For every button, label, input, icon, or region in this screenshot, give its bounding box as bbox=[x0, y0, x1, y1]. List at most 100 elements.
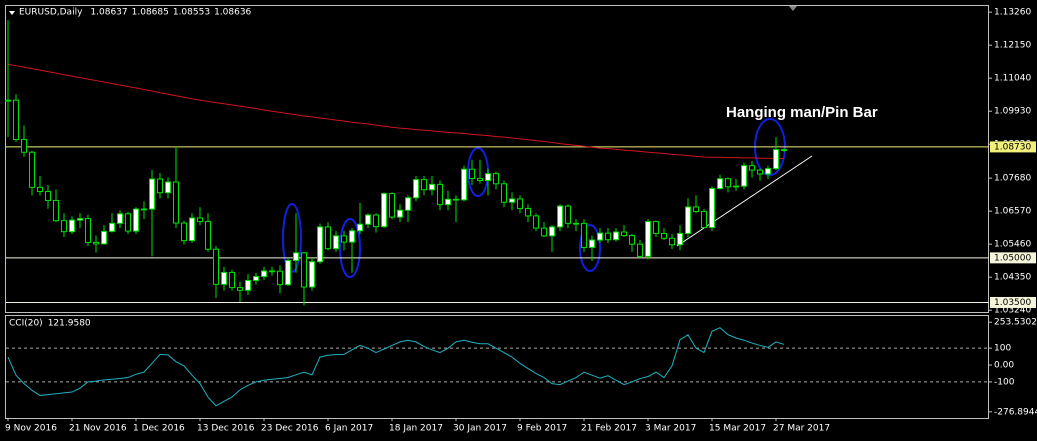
candle-body bbox=[701, 210, 707, 229]
x-tick-label: 9 Feb 2017 bbox=[517, 424, 567, 434]
candle-body bbox=[301, 252, 307, 288]
candle-body bbox=[373, 214, 379, 228]
candle-body bbox=[685, 206, 691, 234]
candle-body bbox=[133, 208, 139, 232]
candle-body bbox=[765, 168, 771, 175]
candle-body bbox=[629, 235, 635, 245]
candle-body bbox=[341, 235, 347, 243]
candle-body bbox=[773, 149, 779, 170]
y-tick-label: 100 bbox=[994, 344, 1011, 354]
candle-body bbox=[277, 270, 283, 286]
candle-body bbox=[725, 178, 731, 188]
candle-body bbox=[213, 248, 219, 285]
candle-body bbox=[69, 219, 75, 233]
candle-body bbox=[669, 237, 675, 246]
candle-body bbox=[85, 218, 91, 243]
candle-body bbox=[581, 222, 587, 248]
y-tick-label: 1.13260 bbox=[994, 8, 1031, 18]
candle-body bbox=[285, 260, 291, 286]
candle-body bbox=[229, 271, 235, 289]
candle-body bbox=[221, 271, 227, 285]
y-tick-label: 0.00 bbox=[994, 361, 1014, 371]
candle-body bbox=[189, 217, 195, 242]
x-tick-label: 3 Mar 2017 bbox=[645, 424, 696, 434]
y-tick-label: -276.8944 bbox=[994, 407, 1037, 417]
x-tick-label: 21 Feb 2017 bbox=[581, 424, 637, 434]
annotation: Hanging man/Pin Bar bbox=[726, 104, 878, 121]
x-tick-label: 23 Dec 2016 bbox=[261, 424, 319, 434]
candle-body bbox=[541, 227, 547, 237]
candle-body bbox=[237, 287, 243, 291]
candle-body bbox=[549, 226, 555, 237]
indicator-value: 121.9580 bbox=[48, 319, 91, 329]
candle-body bbox=[365, 214, 371, 225]
candle-body bbox=[389, 193, 395, 218]
candle-body bbox=[165, 181, 171, 194]
menu-arrow[interactable] bbox=[9, 11, 15, 15]
candle-body bbox=[781, 149, 787, 151]
candle-body bbox=[709, 188, 715, 229]
candle-body bbox=[597, 232, 603, 241]
candle-body bbox=[413, 179, 419, 199]
candle-body bbox=[557, 205, 563, 228]
candle-body bbox=[757, 169, 763, 175]
candle-body bbox=[261, 270, 267, 278]
chart-title: EURUSD,Daily bbox=[19, 8, 83, 18]
candle-body bbox=[573, 222, 579, 225]
candle-body bbox=[397, 209, 403, 218]
x-tick-label: 1 Dec 2016 bbox=[133, 424, 185, 434]
y-tick-label: -100 bbox=[994, 377, 1015, 387]
candle-body bbox=[429, 183, 435, 191]
candle-body bbox=[621, 231, 627, 237]
y-tick-label: 1.06570 bbox=[994, 207, 1031, 217]
candle-body bbox=[101, 230, 107, 245]
candle-body bbox=[485, 173, 491, 182]
candle-body bbox=[5, 99, 11, 102]
y-tick-label: 1.03240 bbox=[994, 306, 1031, 316]
moving-average bbox=[7, 63, 784, 159]
candle-body bbox=[13, 99, 19, 140]
candle-body bbox=[309, 261, 315, 288]
cci-line bbox=[7, 327, 785, 407]
candle-body bbox=[637, 243, 643, 257]
candle-body bbox=[149, 178, 155, 210]
candle-body bbox=[197, 217, 203, 223]
candle-body bbox=[53, 199, 59, 222]
candle-body bbox=[253, 276, 259, 281]
quote-value: 1.08553 bbox=[173, 8, 210, 18]
candle-body bbox=[141, 208, 147, 211]
candle-body bbox=[93, 241, 99, 245]
candle-body bbox=[461, 168, 467, 201]
indicator-title: CCI(20) bbox=[9, 319, 43, 329]
candle-body bbox=[117, 213, 123, 224]
candle-body bbox=[749, 165, 755, 171]
candle-body bbox=[469, 168, 475, 179]
ellipse bbox=[579, 224, 601, 272]
candle-body bbox=[21, 138, 27, 153]
candle-body bbox=[533, 215, 539, 229]
candle-body bbox=[29, 151, 35, 188]
candle-body bbox=[677, 232, 683, 246]
x-tick-label: 9 Nov 2016 bbox=[5, 424, 57, 434]
candle-body bbox=[645, 221, 651, 257]
candle-body bbox=[181, 222, 187, 242]
x-tick-label: 21 Nov 2016 bbox=[69, 424, 127, 434]
ellipse bbox=[339, 218, 361, 278]
candle-body bbox=[501, 183, 507, 203]
candle-body bbox=[293, 252, 299, 262]
candle-body bbox=[717, 178, 723, 190]
candle-body bbox=[741, 165, 747, 187]
y-tick-label: 1.09930 bbox=[994, 107, 1031, 117]
candle-body bbox=[421, 179, 427, 191]
x-tick-label: 30 Jan 2017 bbox=[453, 424, 507, 434]
x-tick-label: 27 Mar 2017 bbox=[773, 424, 830, 434]
level-label: 1.08730 bbox=[994, 142, 1031, 152]
y-tick-label: 1.11040 bbox=[994, 74, 1031, 84]
cci-panel bbox=[5, 315, 989, 419]
ellipse bbox=[282, 203, 302, 273]
y-tick-label: 1.04350 bbox=[994, 273, 1031, 283]
candle-body bbox=[613, 231, 619, 241]
candle-body bbox=[349, 230, 355, 243]
x-tick-label: 15 Mar 2017 bbox=[709, 424, 766, 434]
